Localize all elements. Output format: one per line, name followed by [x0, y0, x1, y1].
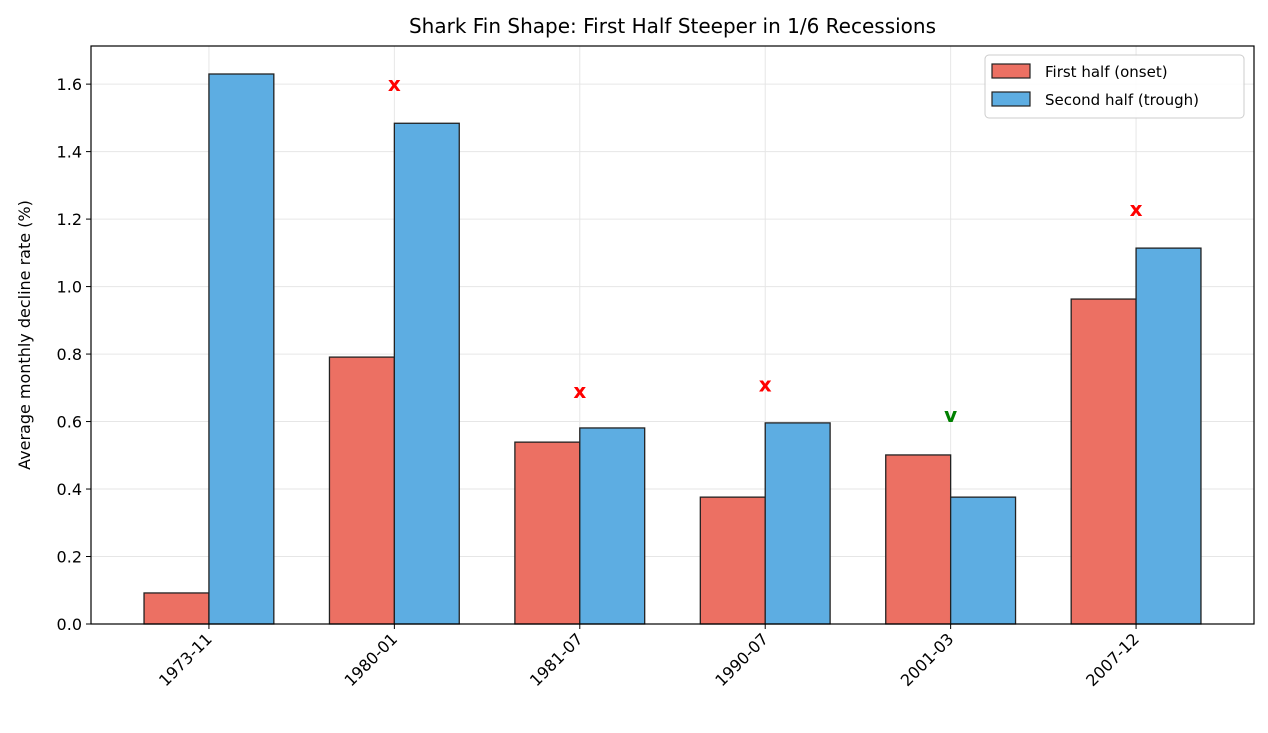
y-tick-label: 0.2: [57, 548, 82, 567]
y-tick-label: 1.2: [57, 210, 82, 229]
x-tick-label: 1990-07: [711, 629, 772, 690]
x-tick-label: 2007-12: [1082, 629, 1143, 690]
x-tick-label: 1980-01: [340, 629, 401, 690]
x-tick-label: 2001-03: [897, 629, 958, 690]
y-tick-label: 1.0: [57, 278, 82, 297]
legend-label: First half (onset): [1045, 63, 1168, 81]
marker-1981-07: x: [573, 379, 586, 403]
legend-label: Second half (trough): [1045, 91, 1199, 109]
bar-first-half-1981-07: [514, 441, 581, 625]
y-tick-label: 1.6: [57, 75, 82, 94]
legend-box: [984, 54, 1245, 119]
bar-second-half-1973-11: [208, 73, 275, 625]
marker-1990-07: x: [759, 372, 772, 396]
y-axis-label: Average monthly decline rate (%): [15, 200, 34, 470]
y-tick-label: 0.6: [57, 413, 82, 432]
bar-first-half-1990-07: [699, 496, 766, 625]
y-tick-label: 0.0: [57, 615, 82, 634]
marker-2001-03: v: [944, 403, 957, 427]
y-tick-label: 1.4: [57, 143, 82, 162]
x-tick-label: 1981-07: [526, 629, 587, 690]
y-tick-label: 0.4: [57, 480, 82, 499]
bar-first-half-1973-11: [143, 592, 210, 625]
plot-frame: [90, 45, 1255, 625]
x-tick-label: 1973-11: [155, 629, 216, 690]
y-tick-label: 0.8: [57, 345, 82, 364]
legend-swatch: [991, 91, 1031, 107]
bar-second-half-2001-03: [949, 496, 1017, 625]
bar-first-half-1980-01: [328, 356, 396, 625]
bar-first-half-2001-03: [885, 454, 952, 625]
bar-first-half-2007-12: [1070, 298, 1137, 625]
legend-swatch: [991, 63, 1031, 79]
marker-2007-12: x: [1130, 197, 1143, 221]
chart-title: Shark Fin Shape: First Half Steeper in 1…: [409, 14, 936, 38]
bar-second-half-2007-12: [1135, 247, 1202, 625]
bar-second-half-1990-07: [764, 422, 831, 625]
bar-second-half-1980-01: [393, 122, 460, 625]
marker-1980-01: x: [388, 72, 401, 96]
bar-second-half-1981-07: [579, 427, 646, 625]
